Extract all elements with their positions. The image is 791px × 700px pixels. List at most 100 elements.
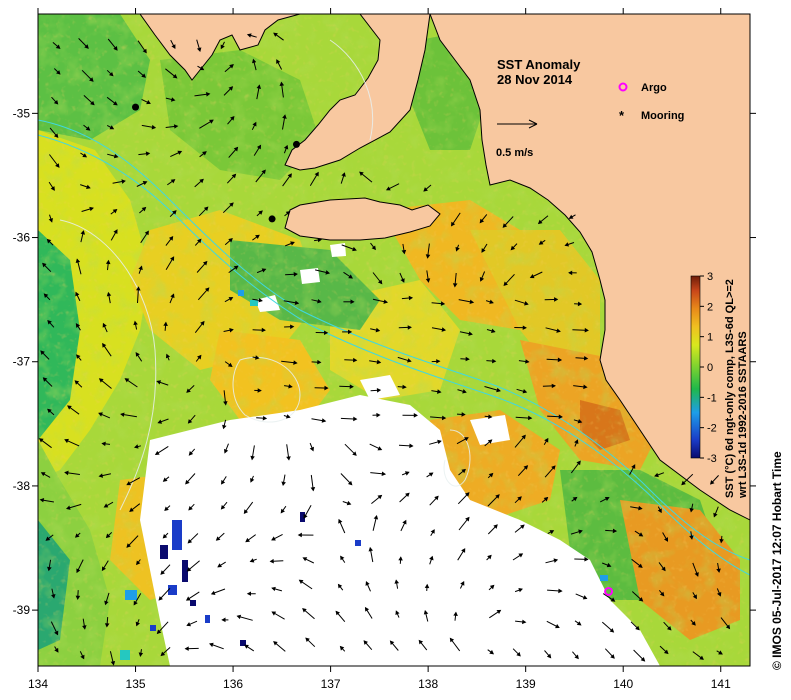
velocity-arrow-head — [53, 133, 59, 139]
velocity-arrow-head — [98, 378, 104, 383]
velocity-arrow-head — [657, 508, 662, 514]
velocity-arrow-head — [172, 74, 178, 79]
velocity-arrow-head — [612, 528, 618, 534]
velocity-arrow-head — [164, 506, 169, 511]
velocity-arrow-head — [568, 214, 574, 219]
velocity-arrow-head — [718, 650, 723, 655]
argo-marker — [604, 586, 614, 596]
velocity-arrow-head — [142, 181, 148, 186]
velocity-arrow-head — [273, 32, 278, 37]
velocity-arrow-head — [199, 178, 204, 184]
x-tick-label: 138 — [418, 677, 438, 691]
velocity-arrow-head — [381, 471, 387, 476]
velocity-arrow-head — [75, 291, 80, 297]
velocity-arrow-head — [64, 470, 69, 476]
velocity-arrow-head — [373, 514, 379, 520]
velocity-arrow-head — [244, 644, 249, 649]
velocity-arrow-head — [39, 497, 45, 503]
velocity-arrow-head — [440, 301, 446, 306]
velocity-arrow-head — [186, 622, 192, 627]
velocity-arrow-head — [256, 84, 262, 89]
velocity-arrow-head — [558, 588, 563, 594]
velocity-arrow-head — [158, 596, 163, 601]
velocity-arrow-head — [141, 73, 146, 78]
velocity-arrow-head — [229, 202, 234, 207]
y-tick-label: -37 — [13, 355, 31, 369]
velocity-arrow-head — [529, 274, 535, 279]
velocity-arrow-head — [170, 256, 175, 261]
velocity-arrow-head — [102, 342, 107, 348]
velocity-arrow-head — [205, 92, 211, 97]
velocity-arrow-head — [53, 99, 59, 105]
velocity-arrow-head — [188, 505, 193, 511]
velocity-arrow-head — [133, 444, 139, 449]
velocity-arrow-head — [349, 384, 354, 389]
velocity-arrow-head — [465, 356, 470, 362]
velocity-arrow-head — [699, 655, 704, 660]
x-tick-label: 139 — [516, 677, 536, 691]
velocity-arrow-head — [430, 529, 435, 534]
velocity-arrow-head — [108, 71, 114, 77]
velocity-arrow-head — [377, 279, 383, 285]
velocity-arrow-head — [423, 609, 429, 615]
mainland-southeast — [429, 14, 750, 521]
velocity-arrow-head — [171, 44, 176, 50]
velocity-arrow-head — [338, 518, 343, 524]
velocity-arrow-head — [520, 524, 525, 529]
velocity-arrow-head — [90, 100, 95, 106]
legend: Argo * Mooring — [618, 82, 684, 123]
velocity-arrow-head — [543, 496, 549, 502]
velocity-arrow-head — [659, 591, 665, 597]
velocity-arrow-head — [98, 412, 103, 417]
colorbar-gradient — [690, 275, 701, 459]
velocity-arrow-head — [413, 413, 418, 418]
velocity-arrow-head — [154, 450, 160, 455]
velocity-arrow-head — [282, 114, 287, 119]
velocity-arrow-head — [436, 359, 441, 364]
velocity-arrow-head — [280, 508, 285, 514]
velocity-arrow-head — [606, 562, 612, 568]
x-tick-label: 135 — [126, 677, 146, 691]
velocity-arrow-head — [353, 357, 358, 363]
velocity-scale: 0.5 m/s — [496, 119, 538, 159]
velocity-arrow-head — [404, 471, 410, 476]
velocity-arrow-head — [352, 451, 357, 456]
velocity-arrow-head — [389, 640, 395, 646]
velocity-arrow-head — [689, 507, 694, 513]
velocity-arrow-head — [112, 208, 118, 214]
velocity-arrow-head — [402, 519, 407, 525]
velocity-arrow-head — [101, 566, 106, 572]
velocity-arrow-head — [290, 241, 295, 246]
velocity-arrow-head — [556, 328, 561, 333]
velocity-arrow-head — [716, 592, 722, 597]
velocity-arrow-head — [335, 610, 340, 616]
colorbar-tick-label: 0 — [707, 362, 713, 374]
velocity-arrow-head — [635, 625, 640, 631]
velocity-arrow-head — [348, 274, 353, 279]
velocity-arrow-head — [465, 516, 470, 522]
current-streamlines — [59, 39, 471, 511]
velocity-arrow-head — [54, 630, 59, 636]
plot-frame — [37, 13, 751, 667]
velocity-arrow-head — [323, 330, 329, 336]
velocity-arrow-head — [324, 385, 329, 391]
velocity-arrow-head — [188, 450, 194, 456]
velocity-arrow-head — [55, 44, 61, 49]
velocity-arrow-head — [681, 480, 686, 486]
y-tick-label: -35 — [13, 106, 31, 120]
velocity-arrow-head — [528, 415, 533, 421]
velocity-arrow-head — [383, 299, 389, 304]
velocity-arrow-head — [283, 144, 289, 150]
velocity-arrow-head — [45, 536, 51, 541]
velocity-arrow-head — [80, 230, 86, 235]
map-title: SST Anomaly — [497, 57, 581, 72]
velocity-arrow-head — [546, 653, 552, 659]
velocity-arrow-head — [113, 229, 118, 234]
velocity-arrow-head — [725, 624, 731, 630]
velocity-arrow-head — [261, 268, 267, 273]
velocity-arrow-head — [584, 327, 589, 333]
velocity-arrow-head — [258, 297, 263, 303]
velocity-arrow-head — [401, 249, 407, 255]
velocity-arrow-head — [395, 610, 400, 615]
velocity-arrow-head — [577, 418, 583, 424]
